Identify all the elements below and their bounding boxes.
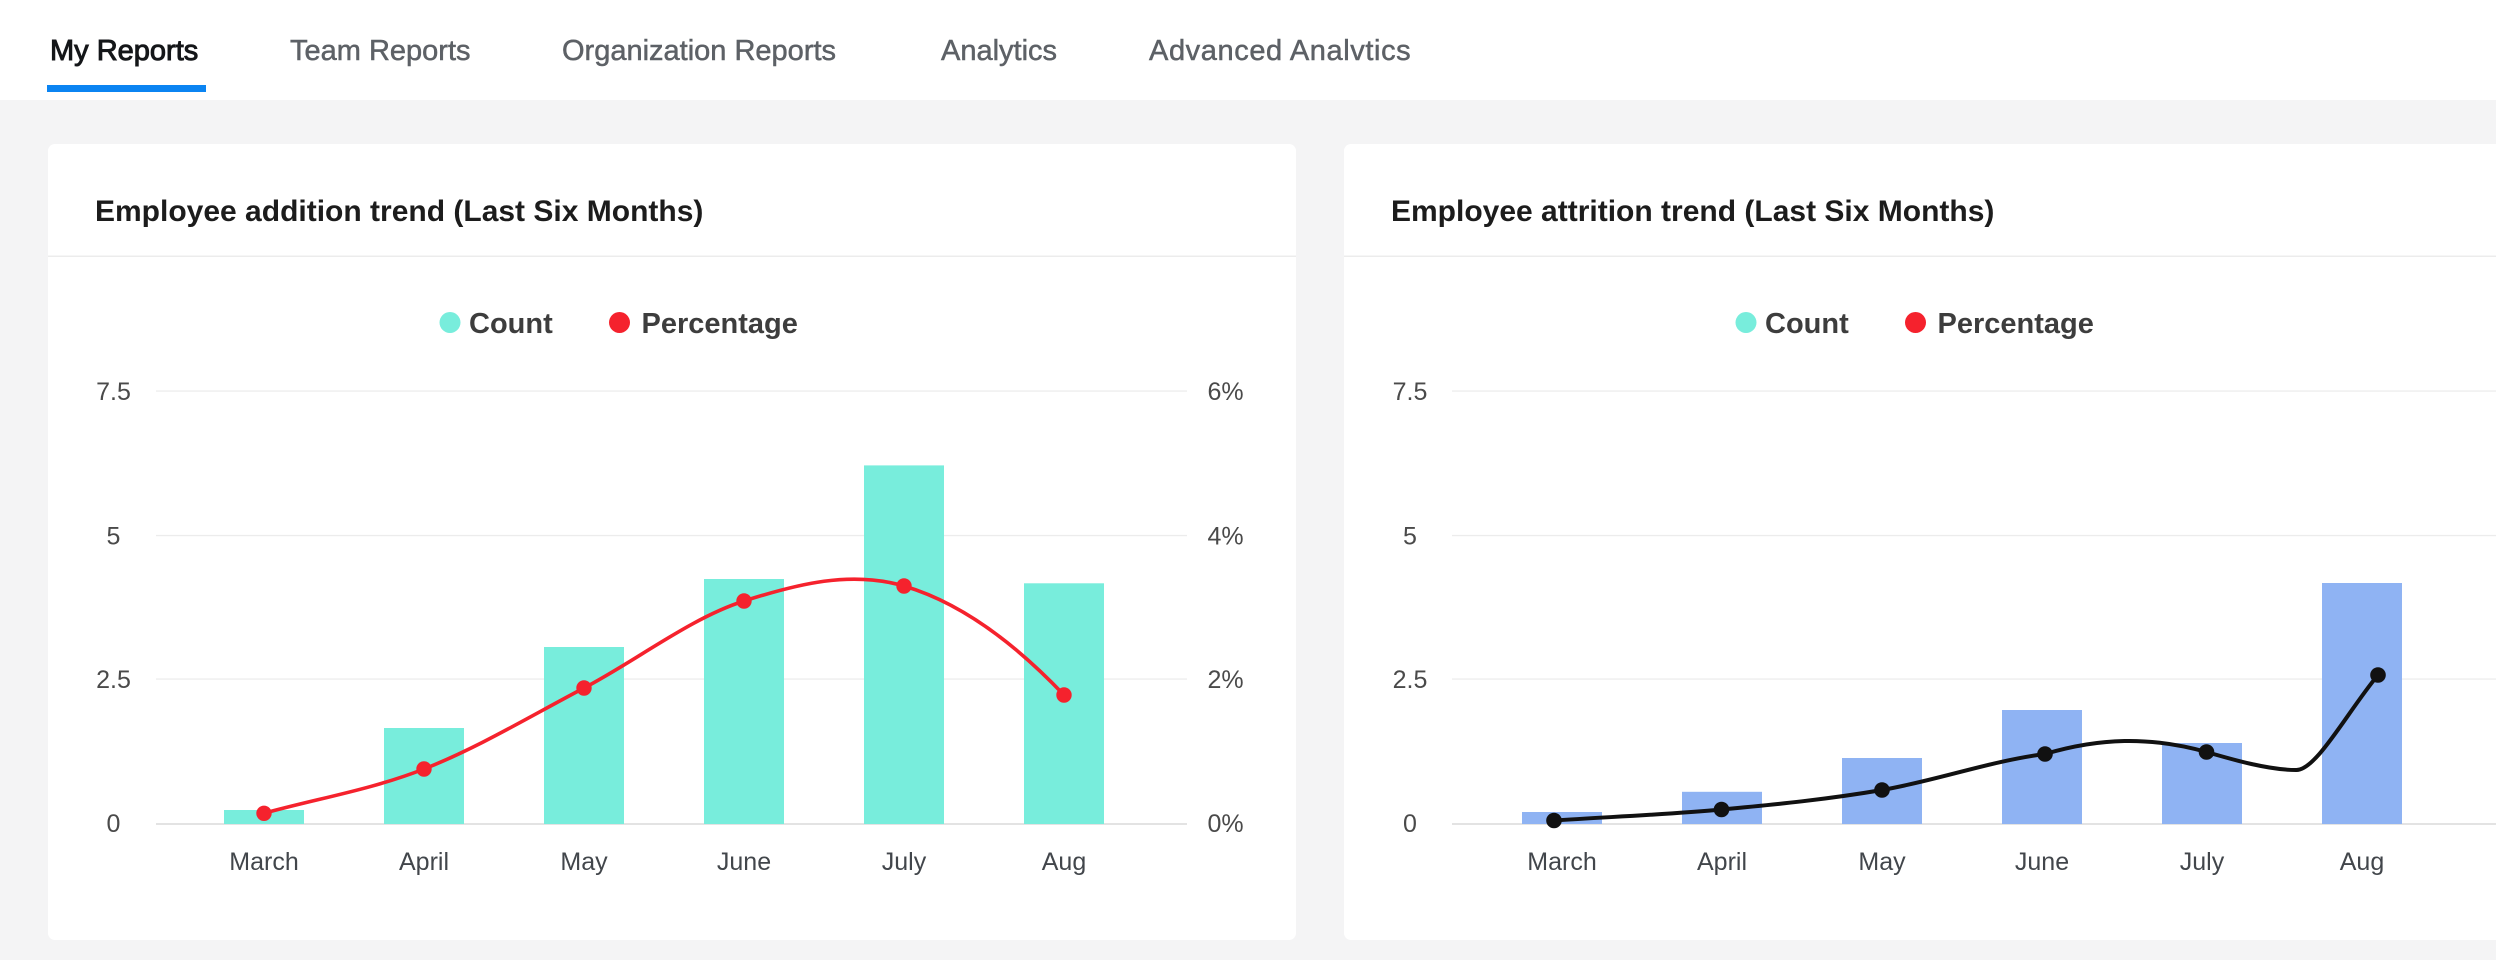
svg-text:Aug: Aug — [2340, 848, 2384, 876]
svg-text:7.5: 7.5 — [96, 378, 131, 406]
svg-text:Count: Count — [469, 308, 553, 340]
svg-text:April: April — [1697, 848, 1747, 876]
svg-text:2.5: 2.5 — [96, 666, 131, 694]
svg-text:2%: 2% — [1208, 666, 1244, 694]
svg-text:March: March — [229, 848, 298, 876]
svg-text:6%: 6% — [1208, 378, 1244, 406]
svg-text:May: May — [560, 848, 608, 876]
svg-text:4%: 4% — [1208, 523, 1244, 551]
svg-text:0: 0 — [1403, 810, 1417, 838]
svg-text:March: March — [1527, 848, 1596, 876]
svg-text:2.5: 2.5 — [1393, 666, 1428, 694]
svg-text:May: May — [1858, 848, 1906, 876]
svg-text:Employee attrition trend (Last: Employee attrition trend (Last Six Month… — [1391, 195, 1994, 228]
svg-text:0%: 0% — [1208, 810, 1244, 838]
svg-text:Count: Count — [1765, 308, 1849, 340]
svg-text:Aug: Aug — [1042, 848, 1086, 876]
svg-text:5: 5 — [107, 523, 121, 551]
svg-text:July: July — [882, 848, 927, 876]
svg-text:7.5: 7.5 — [1393, 378, 1428, 406]
svg-text:June: June — [717, 848, 771, 876]
svg-text:July: July — [2180, 848, 2225, 876]
svg-text:5: 5 — [1403, 523, 1417, 551]
svg-text:June: June — [2015, 848, 2069, 876]
svg-text:Percentage: Percentage — [1938, 308, 2094, 340]
svg-text:0: 0 — [107, 810, 121, 838]
svg-text:Percentage: Percentage — [642, 308, 798, 340]
svg-text:April: April — [399, 848, 449, 876]
svg-text:Employee addition trend (Last: Employee addition trend (Last Six Months… — [95, 195, 703, 228]
